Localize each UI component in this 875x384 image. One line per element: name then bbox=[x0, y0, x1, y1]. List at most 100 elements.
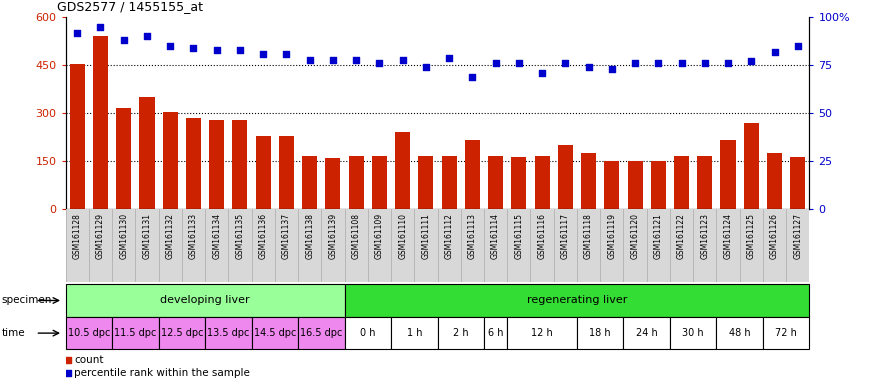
Text: 30 h: 30 h bbox=[682, 328, 704, 338]
Text: 16.5 dpc: 16.5 dpc bbox=[300, 328, 342, 338]
Bar bbox=[252, 317, 298, 349]
Bar bbox=[418, 157, 433, 209]
Text: 72 h: 72 h bbox=[775, 328, 797, 338]
Text: GSM161139: GSM161139 bbox=[328, 213, 338, 259]
Bar bbox=[345, 284, 809, 317]
Bar bbox=[763, 317, 809, 349]
Bar bbox=[670, 317, 717, 349]
Text: GSM161138: GSM161138 bbox=[305, 213, 314, 259]
Text: GSM161117: GSM161117 bbox=[561, 213, 570, 259]
Point bbox=[349, 56, 363, 63]
Bar bbox=[438, 317, 484, 349]
Bar bbox=[66, 284, 345, 317]
Bar bbox=[209, 120, 224, 209]
Point bbox=[279, 51, 293, 57]
Point bbox=[303, 56, 317, 63]
Point bbox=[396, 56, 410, 63]
Bar bbox=[488, 157, 503, 209]
Point bbox=[536, 70, 550, 76]
Text: GSM161115: GSM161115 bbox=[514, 213, 523, 259]
Bar bbox=[326, 158, 340, 209]
Text: 1 h: 1 h bbox=[407, 328, 422, 338]
Text: time: time bbox=[2, 328, 25, 338]
Text: GSM161112: GSM161112 bbox=[444, 213, 453, 259]
Bar bbox=[163, 112, 178, 209]
Point bbox=[488, 60, 502, 66]
Text: 13.5 dpc: 13.5 dpc bbox=[207, 328, 249, 338]
Text: 12.5 dpc: 12.5 dpc bbox=[161, 328, 203, 338]
Point bbox=[373, 60, 387, 66]
Bar bbox=[557, 145, 573, 209]
Point bbox=[605, 66, 619, 72]
Bar bbox=[442, 157, 457, 209]
Bar bbox=[651, 161, 666, 209]
Text: count: count bbox=[74, 355, 103, 365]
Text: GSM161124: GSM161124 bbox=[724, 213, 732, 259]
Bar bbox=[302, 157, 318, 209]
Bar bbox=[298, 317, 345, 349]
Text: GSM161127: GSM161127 bbox=[794, 213, 802, 259]
Bar bbox=[233, 120, 248, 209]
Point bbox=[442, 55, 456, 61]
Point bbox=[466, 74, 480, 80]
Bar bbox=[577, 317, 623, 349]
Bar bbox=[674, 156, 690, 209]
Text: GSM161136: GSM161136 bbox=[259, 213, 268, 259]
Bar bbox=[744, 123, 759, 209]
Bar bbox=[790, 157, 805, 209]
Point bbox=[791, 43, 805, 49]
Point bbox=[512, 60, 526, 66]
Text: 48 h: 48 h bbox=[729, 328, 751, 338]
Bar bbox=[627, 161, 642, 209]
Text: GSM161133: GSM161133 bbox=[189, 213, 198, 259]
Bar bbox=[511, 157, 527, 209]
Text: GSM161120: GSM161120 bbox=[631, 213, 640, 259]
Point bbox=[94, 24, 108, 30]
Text: 0 h: 0 h bbox=[360, 328, 375, 338]
Text: 11.5 dpc: 11.5 dpc bbox=[114, 328, 157, 338]
Text: 14.5 dpc: 14.5 dpc bbox=[254, 328, 296, 338]
Point bbox=[186, 45, 200, 51]
Text: 24 h: 24 h bbox=[636, 328, 657, 338]
Point bbox=[582, 64, 596, 70]
Point bbox=[697, 60, 711, 66]
Point bbox=[628, 60, 642, 66]
Bar bbox=[345, 317, 391, 349]
Point bbox=[210, 47, 224, 53]
Bar bbox=[605, 161, 620, 209]
Bar bbox=[391, 317, 438, 349]
Point bbox=[767, 49, 781, 55]
Point bbox=[651, 60, 665, 66]
Bar bbox=[93, 36, 108, 209]
Text: 18 h: 18 h bbox=[590, 328, 611, 338]
Text: specimen: specimen bbox=[2, 295, 52, 306]
Bar bbox=[348, 157, 364, 209]
Bar bbox=[158, 317, 205, 349]
Text: GSM161122: GSM161122 bbox=[677, 213, 686, 259]
Point bbox=[61, 357, 75, 363]
Text: GSM161123: GSM161123 bbox=[700, 213, 710, 259]
Bar bbox=[623, 317, 670, 349]
Text: GSM161126: GSM161126 bbox=[770, 213, 779, 259]
Text: GSM161128: GSM161128 bbox=[73, 213, 81, 259]
Point bbox=[721, 60, 735, 66]
Text: developing liver: developing liver bbox=[160, 295, 250, 306]
Bar bbox=[767, 153, 782, 209]
Point bbox=[233, 47, 247, 53]
Point bbox=[164, 43, 178, 49]
Text: GSM161137: GSM161137 bbox=[282, 213, 290, 259]
Text: GDS2577 / 1455155_at: GDS2577 / 1455155_at bbox=[57, 0, 203, 13]
Point bbox=[326, 56, 340, 63]
Text: GSM161135: GSM161135 bbox=[235, 213, 244, 259]
Bar bbox=[507, 317, 577, 349]
Text: GSM161130: GSM161130 bbox=[119, 213, 129, 259]
Text: GSM161119: GSM161119 bbox=[607, 213, 616, 259]
Point bbox=[140, 33, 154, 40]
Text: 12 h: 12 h bbox=[531, 328, 553, 338]
Text: GSM161129: GSM161129 bbox=[96, 213, 105, 259]
Bar bbox=[396, 132, 410, 209]
Text: regenerating liver: regenerating liver bbox=[527, 295, 627, 306]
Bar bbox=[535, 157, 550, 209]
Point bbox=[70, 30, 84, 36]
Text: GSM161132: GSM161132 bbox=[165, 213, 175, 259]
